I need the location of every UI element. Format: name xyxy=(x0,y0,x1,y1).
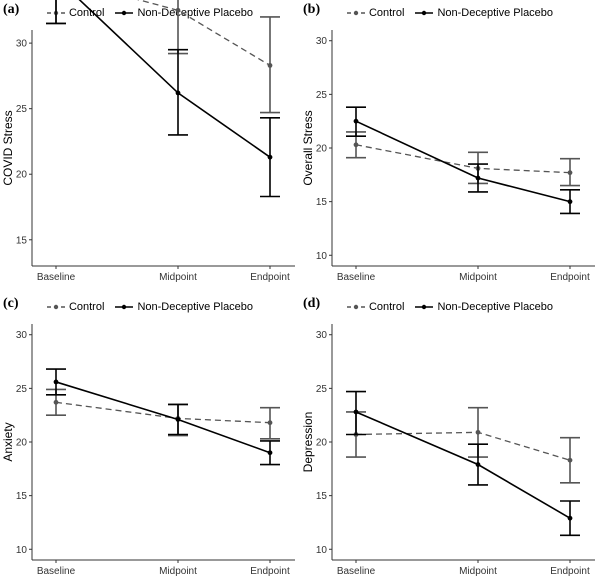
plot-area: 15 20 25 30 Baseline Midpoint Endpoint COVID St… xyxy=(1,0,295,283)
legend: Control Non-Deceptive Placebo xyxy=(0,301,300,315)
y-tick-label: 10 xyxy=(16,545,28,556)
series-line-placebo xyxy=(55,381,271,454)
x-tick-label: Endpoint xyxy=(250,566,290,577)
y-tick-label: 20 xyxy=(16,170,28,181)
chart-panel-c: (c) Control Non-Deceptive Placebo 10 15 20… xyxy=(0,294,300,588)
chart-panel-a: (a) Control Non-Deceptive Placebo 15 20 25… xyxy=(0,0,300,294)
legend-item-placebo: Non-Deceptive Placebo xyxy=(115,301,253,313)
legend-item-placebo: Non-Deceptive Placebo xyxy=(415,301,553,313)
y-axis-label: COVID Stress xyxy=(1,110,15,185)
panel-label: (b) xyxy=(303,2,321,17)
legend-item-placebo: Non-Deceptive Placebo xyxy=(115,7,253,19)
y-tick-label: 15 xyxy=(16,235,28,246)
legend-key-placebo xyxy=(415,8,434,18)
panel-label: (a) xyxy=(3,2,20,17)
x-tick-label: Endpoint xyxy=(550,566,590,577)
x-tick-label: Midpoint xyxy=(459,566,497,577)
series-line-control xyxy=(355,144,571,174)
data-point-placebo xyxy=(353,118,359,124)
series-line-placebo xyxy=(78,0,271,158)
y-tick-label: 20 xyxy=(316,438,328,449)
y-tick-label: 20 xyxy=(16,438,28,449)
legend-item-control: Control xyxy=(46,301,105,313)
series-line-placebo xyxy=(355,411,571,519)
legend-item-control: Control xyxy=(346,301,405,313)
data-point-control xyxy=(567,457,573,463)
series-line-control xyxy=(55,401,271,424)
x-tick-label: Midpoint xyxy=(159,566,197,577)
x-tick-label: Baseline xyxy=(37,272,76,283)
y-tick-label: 15 xyxy=(316,197,328,208)
data-point-control xyxy=(353,142,359,148)
y-tick-label: 30 xyxy=(16,330,28,341)
y-tick-label: 25 xyxy=(316,90,328,101)
y-tick-label: 10 xyxy=(316,251,328,262)
x-tick-label: Endpoint xyxy=(250,272,290,283)
data-point-control xyxy=(267,420,273,426)
plot-area: 10 15 20 25 30 Baseline Midpoint Endpoint Anxiet… xyxy=(1,324,295,577)
y-axis-label: Depression xyxy=(301,412,315,473)
legend-label-control: Control xyxy=(368,301,405,313)
legend: Control Non-Deceptive Placebo xyxy=(300,7,600,21)
data-point-placebo xyxy=(267,154,273,160)
legend-label-placebo: Non-Deceptive Placebo xyxy=(137,7,254,19)
y-tick-label: 25 xyxy=(16,384,28,395)
x-tick-label: Midpoint xyxy=(159,272,197,283)
data-point-control xyxy=(53,399,59,405)
chart-panel-b: (b) Control Non-Deceptive Placebo 10 15 20… xyxy=(300,0,600,294)
y-tick-label: 30 xyxy=(316,330,328,341)
legend-label-control: Control xyxy=(368,7,405,19)
x-tick-label: Baseline xyxy=(337,272,376,283)
plot-area: 10 15 20 25 30 Baseline Midpoint Endpoint Overal… xyxy=(301,30,595,283)
legend-key-placebo xyxy=(415,302,434,312)
y-tick-label: 15 xyxy=(16,491,28,502)
legend: Control Non-Deceptive Placebo xyxy=(300,301,600,315)
data-point-control xyxy=(567,170,573,176)
legend-label-control: Control xyxy=(68,301,105,313)
y-tick-label: 25 xyxy=(16,104,28,115)
y-tick-label: 10 xyxy=(316,545,328,556)
y-tick-label: 30 xyxy=(316,36,328,47)
legend-label-placebo: Non-Deceptive Placebo xyxy=(437,301,554,313)
legend-item-control: Control xyxy=(346,7,405,19)
x-tick-label: Endpoint xyxy=(550,272,590,283)
y-axis-label: Overall Stress xyxy=(301,110,315,185)
legend-label-placebo: Non-Deceptive Placebo xyxy=(137,301,254,313)
y-axis-label: Anxiety xyxy=(1,422,15,461)
data-point-placebo xyxy=(353,409,359,415)
series-line-control xyxy=(355,431,571,461)
data-point-control xyxy=(267,63,273,68)
legend-key-control xyxy=(46,302,65,312)
data-point-placebo xyxy=(475,462,481,467)
y-tick-label: 15 xyxy=(316,491,328,502)
data-point-placebo xyxy=(267,450,273,456)
series-line-placebo xyxy=(355,120,571,203)
x-tick-label: Midpoint xyxy=(459,272,497,283)
legend-key-placebo xyxy=(115,8,134,18)
data-point-placebo xyxy=(175,90,181,96)
x-tick-label: Baseline xyxy=(37,566,76,577)
legend-item-placebo: Non-Deceptive Placebo xyxy=(415,7,553,19)
y-tick-label: 25 xyxy=(316,384,328,395)
data-point-placebo xyxy=(475,175,481,181)
data-point-placebo xyxy=(567,199,573,205)
legend-label-placebo: Non-Deceptive Placebo xyxy=(437,7,554,19)
legend-key-placebo xyxy=(115,302,134,312)
chart-panel-d: (d) Control Non-Deceptive Placebo 10 15 20… xyxy=(300,294,600,588)
data-point-control xyxy=(175,7,181,13)
data-point-control xyxy=(475,429,481,435)
panel-label: (d) xyxy=(303,296,321,311)
data-point-placebo xyxy=(53,379,59,385)
data-point-placebo xyxy=(175,417,181,422)
plot-area: 10 15 20 25 30 Baseline Midpoint Endpoint Depres… xyxy=(301,324,595,577)
legend-key-control xyxy=(346,302,365,312)
data-point-placebo xyxy=(567,515,573,521)
legend-key-control xyxy=(346,8,365,18)
panel-label: (c) xyxy=(3,296,19,311)
y-tick-label: 20 xyxy=(316,144,328,155)
x-tick-label: Baseline xyxy=(337,566,376,577)
y-tick-label: 30 xyxy=(16,39,28,50)
series-line-control xyxy=(137,0,271,66)
